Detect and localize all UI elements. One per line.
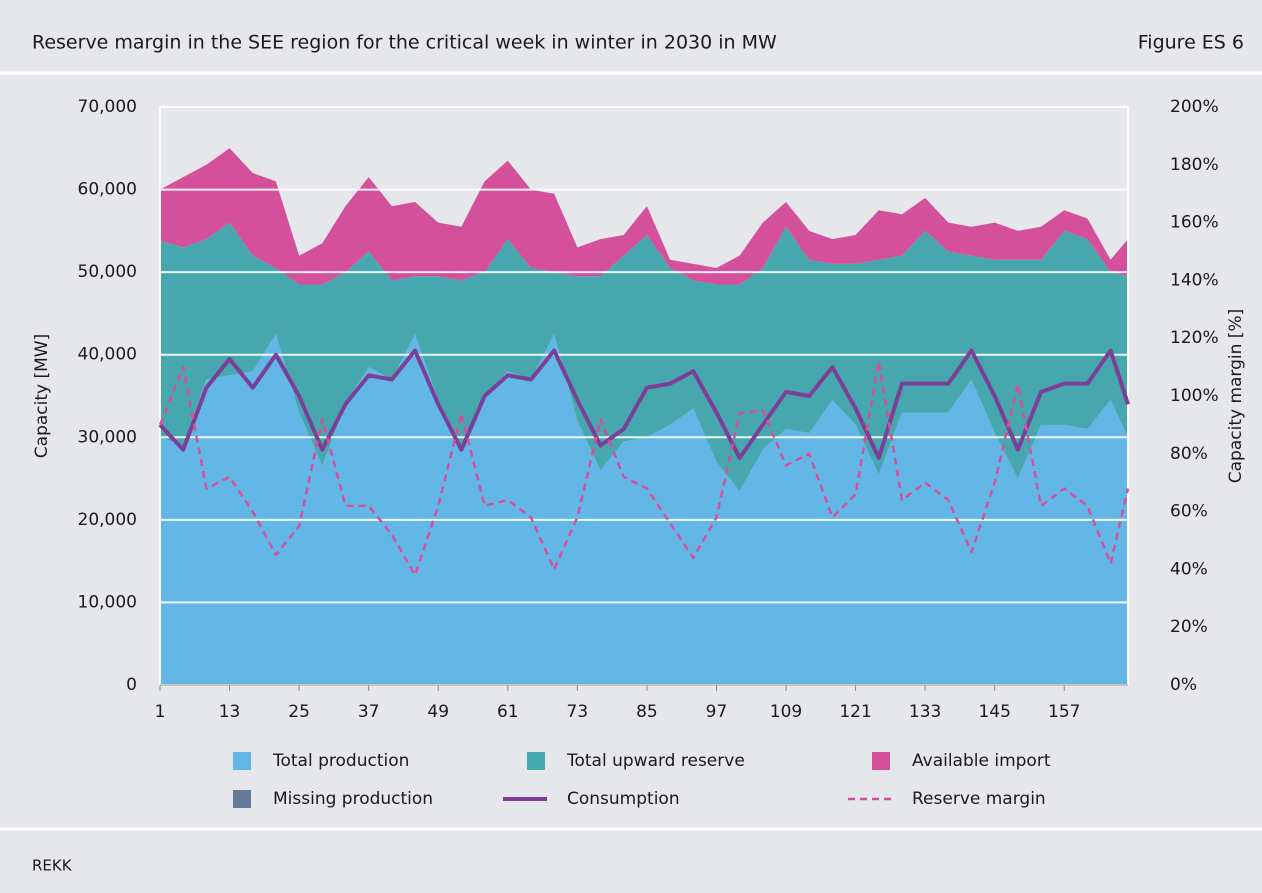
legend-swatch [233, 752, 251, 770]
area [160, 222, 1128, 491]
y2-axis-title: Capacity margin [%] [1226, 309, 1246, 483]
line [158, 348, 1130, 460]
x-tick-label: 157 [1048, 702, 1080, 722]
y-tick-label: 70,000 [78, 97, 137, 117]
legend-label: Total upward reserve [566, 751, 745, 771]
x-tick-label: 109 [770, 702, 802, 722]
y2-tick-label: 20% [1170, 617, 1208, 637]
y2-tick-label: 80% [1170, 444, 1208, 464]
y-axis-title: Capacity [MW] [32, 334, 52, 458]
y2-tick-label: 60% [1170, 502, 1208, 522]
x-tick-label: 73 [567, 702, 589, 722]
y2-tick-label: 180% [1170, 155, 1219, 175]
x-tick-label: 37 [358, 702, 380, 722]
y2-tick-label: 160% [1170, 213, 1219, 233]
line [158, 360, 1130, 577]
x-tick-label: 13 [219, 702, 241, 722]
x-tick-label: 145 [978, 702, 1010, 722]
area [160, 148, 1128, 285]
y-tick-label: 60,000 [78, 180, 137, 200]
y-tick-label: 30,000 [78, 427, 137, 447]
y-tick-label: 20,000 [78, 510, 137, 530]
y-tick-label: 40,000 [78, 345, 137, 365]
y2-tick-label: 100% [1170, 386, 1219, 406]
figure-number: Figure ES 6 [1138, 32, 1244, 54]
legend-swatch [233, 790, 251, 808]
legend-label: Total production [272, 751, 409, 771]
x-tick-label: 25 [288, 702, 310, 722]
y-tick-label: 10,000 [78, 592, 137, 612]
legend-label: Missing production [273, 789, 433, 809]
y2-tick-label: 0% [1170, 675, 1197, 695]
area [160, 334, 1128, 685]
legend-swatch [872, 752, 890, 770]
x-tick-label: 121 [839, 702, 871, 722]
x-tick-label: 1 [155, 702, 166, 722]
legend-swatch [527, 752, 545, 770]
source: REKK [32, 857, 73, 875]
title: Reserve margin in the SEE region for the… [32, 32, 777, 54]
y-tick-label: 50,000 [78, 262, 137, 282]
legend-label: Reserve margin [912, 789, 1046, 809]
x-tick-label: 61 [497, 702, 519, 722]
y2-tick-label: 140% [1170, 270, 1219, 290]
x-tick-label: 49 [427, 702, 449, 722]
y-tick-label: 0 [126, 675, 137, 695]
legend-label: Available import [912, 751, 1051, 771]
y2-tick-label: 120% [1170, 328, 1219, 348]
y2-tick-label: 40% [1170, 559, 1208, 579]
x-tick-label: 133 [909, 702, 941, 722]
y2-tick-label: 200% [1170, 97, 1219, 117]
x-tick-label: 85 [636, 702, 658, 722]
x-tick-label: 97 [706, 702, 728, 722]
legend-label: Consumption [567, 789, 680, 809]
